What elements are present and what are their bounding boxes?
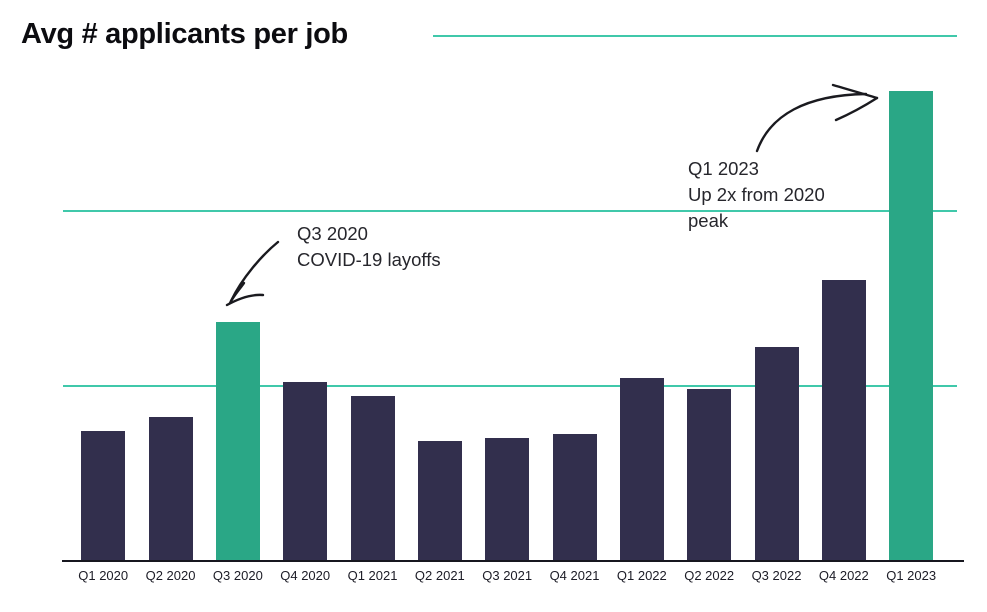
bar-q2-2020 <box>148 416 193 560</box>
annotation-line: Q3 2020 <box>297 223 368 244</box>
bar-q1-2021 <box>350 395 395 560</box>
bar-q1-2023 <box>889 91 934 560</box>
x-axis-label-q3-2022: Q3 2022 <box>751 568 802 583</box>
bar-q3-2020 <box>215 322 260 560</box>
gridline <box>63 385 957 387</box>
x-axis-line <box>62 560 964 562</box>
annotation-line: Up 2x from 2020 <box>688 184 825 205</box>
x-axis-label-q3-2021: Q3 2021 <box>482 568 533 583</box>
hand-drawn-arrow-to-q1-2023-bar <box>755 83 879 153</box>
bar-q3-2021 <box>485 437 530 560</box>
bar-q4-2021 <box>552 434 597 560</box>
annotation-q1-2023: Q1 2023 Up 2x from 2020 peak <box>688 156 825 234</box>
bar-q1-2020 <box>81 430 126 560</box>
x-axis-label-q1-2022: Q1 2022 <box>616 568 667 583</box>
x-axis-label-q2-2020: Q2 2020 <box>145 568 196 583</box>
annotation-line: COVID-19 layoffs <box>297 249 441 270</box>
bar-q2-2021 <box>417 441 462 560</box>
x-axis-label-q1-2021: Q1 2021 <box>347 568 398 583</box>
gridline <box>433 35 957 37</box>
x-axis-label-q4-2021: Q4 2021 <box>549 568 600 583</box>
bar-q4-2022 <box>821 280 866 560</box>
x-axis-label-q4-2022: Q4 2022 <box>818 568 869 583</box>
x-axis-label-q4-2020: Q4 2020 <box>280 568 331 583</box>
x-axis-label-q2-2021: Q2 2021 <box>414 568 465 583</box>
x-axis-label-q1-2020: Q1 2020 <box>78 568 129 583</box>
bar-q1-2022 <box>619 378 664 560</box>
x-axis-label-q3-2020: Q3 2020 <box>212 568 263 583</box>
x-axis-label-q2-2022: Q2 2022 <box>684 568 735 583</box>
hand-drawn-arrow-to-q3-2020-bar <box>225 240 280 307</box>
chart-title: Avg # applicants per job <box>21 18 348 50</box>
bar-q2-2022 <box>687 388 732 560</box>
annotation-line: peak <box>688 210 729 231</box>
bar-q3-2022 <box>754 346 799 560</box>
annotation-line: Q1 2023 <box>688 158 759 179</box>
gridline <box>63 210 957 212</box>
bar-q4-2020 <box>283 381 328 560</box>
annotation-q3-2020: Q3 2020 COVID-19 layoffs <box>297 221 441 273</box>
x-axis-label-q1-2023: Q1 2023 <box>886 568 937 583</box>
